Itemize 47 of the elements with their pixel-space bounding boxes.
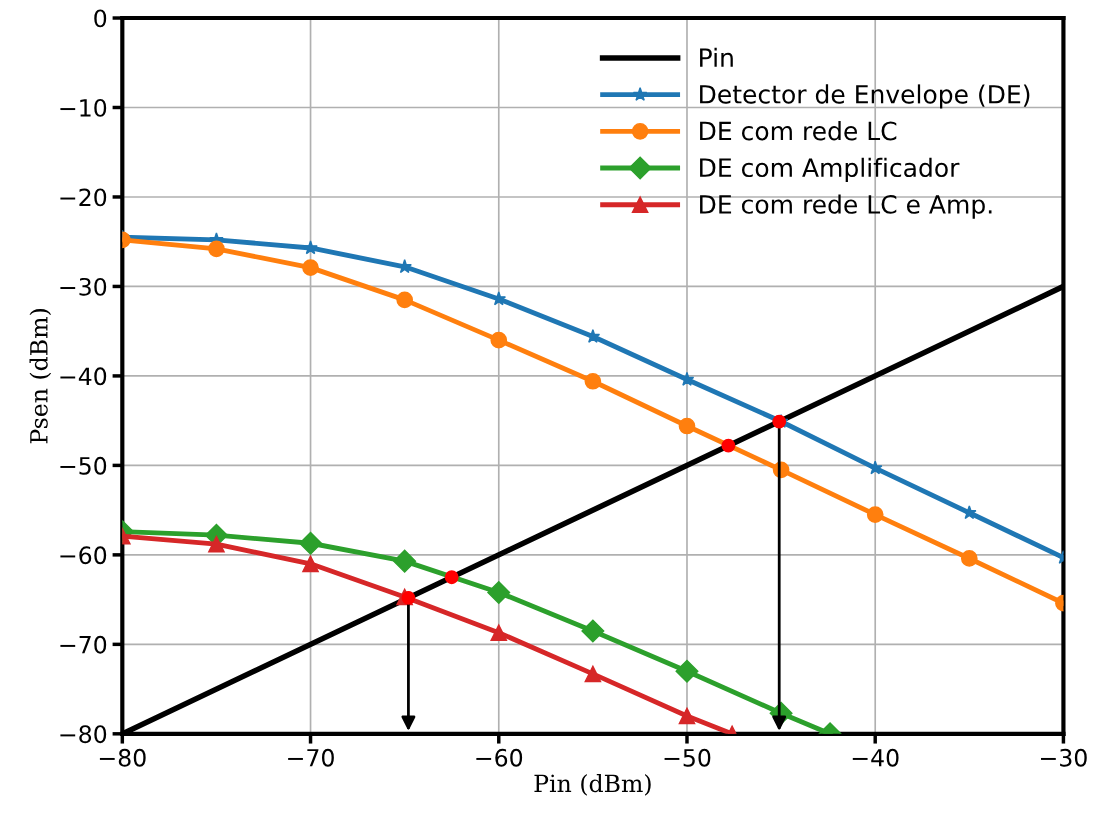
point bbox=[401, 590, 416, 605]
point bbox=[584, 665, 602, 683]
legend-label: DE com Amplificador bbox=[700, 157, 960, 182]
point bbox=[675, 659, 699, 683]
point bbox=[302, 555, 319, 573]
y-tick-label: 0 bbox=[94, 9, 107, 28]
y-tick-label: −60 bbox=[60, 546, 107, 565]
point bbox=[208, 535, 225, 553]
point bbox=[678, 707, 696, 725]
point bbox=[960, 550, 978, 567]
y-tick-label: −70 bbox=[60, 635, 107, 654]
y-tick-label: −30 bbox=[60, 277, 107, 296]
point bbox=[679, 371, 695, 386]
legend-label: Detector de Envelope (DE) bbox=[700, 84, 1030, 109]
x-tick-label: −70 bbox=[288, 748, 334, 767]
point bbox=[867, 460, 883, 475]
point bbox=[581, 619, 605, 643]
x-tick-label: −40 bbox=[852, 748, 899, 767]
x-tick-label: −60 bbox=[476, 748, 523, 767]
legend-label: DE com rede LC e Amp. bbox=[700, 194, 992, 219]
point bbox=[721, 438, 736, 453]
y-tick-label: −20 bbox=[60, 188, 107, 207]
point bbox=[866, 506, 884, 523]
point bbox=[396, 291, 413, 309]
legend-label: Pin bbox=[700, 47, 733, 67]
y-tick-label: −50 bbox=[60, 456, 107, 475]
point bbox=[678, 417, 696, 435]
legend-label: DE com rede LC bbox=[700, 121, 897, 141]
x-tick-label: −80 bbox=[99, 748, 146, 767]
x-tick-label: −30 bbox=[1041, 748, 1087, 767]
y-axis-title: Psen (dBm) bbox=[29, 309, 52, 444]
x-axis-title: Pin (dBm) bbox=[534, 774, 651, 796]
point bbox=[303, 240, 318, 255]
point bbox=[208, 240, 225, 258]
y-tick-label: −40 bbox=[60, 367, 107, 386]
point bbox=[487, 580, 511, 604]
y-tick-label: −80 bbox=[60, 725, 107, 744]
point bbox=[393, 549, 417, 573]
point bbox=[490, 624, 508, 642]
point bbox=[584, 372, 602, 390]
point bbox=[490, 331, 508, 349]
point bbox=[444, 570, 459, 585]
point bbox=[302, 259, 319, 276]
point bbox=[299, 531, 323, 555]
point bbox=[962, 505, 977, 520]
y-tick-label: −10 bbox=[60, 98, 107, 117]
x-tick-label: −50 bbox=[664, 748, 711, 767]
